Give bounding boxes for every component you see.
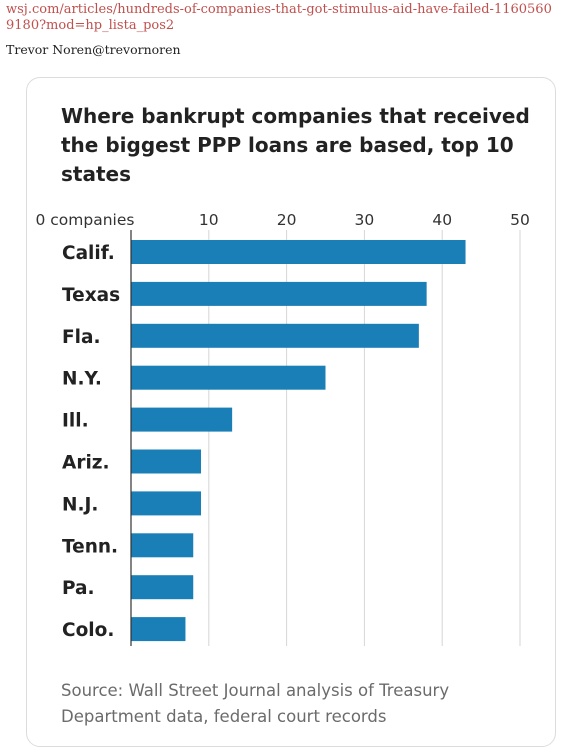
chart-source: Source: Wall Street Journal analysis of … [61,681,450,726]
x-tick-label: 40 [432,211,452,229]
bar-chart: 0 companies 10 20 30 40 50 Calif. Texas Fla. N.Y.… [36,211,530,646]
bar [131,533,194,558]
category-label: Texas [62,285,120,306]
bar [131,617,186,642]
x-tick-label: 20 [277,211,297,229]
x-tick-label: 0 companies [36,211,135,229]
bar [131,491,202,516]
article-link[interactable]: wsj.com/articles/hundreds-of-companies-t… [6,2,552,33]
x-tick-label: 50 [510,211,530,229]
author-handle: Trevor Noren@trevornoren [6,42,181,57]
bar [131,240,466,264]
category-label: Fla. [62,327,101,348]
category-label: N.J. [62,494,98,515]
bar [131,449,202,474]
x-tick-label: 30 [355,211,375,229]
category-label: Tenn. [62,536,118,557]
bar [131,407,233,432]
bar [131,575,194,600]
category-label: Pa. [62,578,95,599]
chart-title: Where bankrupt companies that received t… [61,104,530,186]
bar [131,281,427,306]
category-label: N.Y. [62,369,102,390]
category-label: Calif. [62,243,115,264]
chart-card: Where bankrupt companies that received t… [26,77,556,747]
category-label: Ariz. [62,453,110,474]
bar [131,323,419,348]
x-tick-label: 10 [199,211,219,229]
category-label: Ill. [62,411,89,432]
category-label: Colo. [62,620,114,641]
bar [131,365,326,390]
